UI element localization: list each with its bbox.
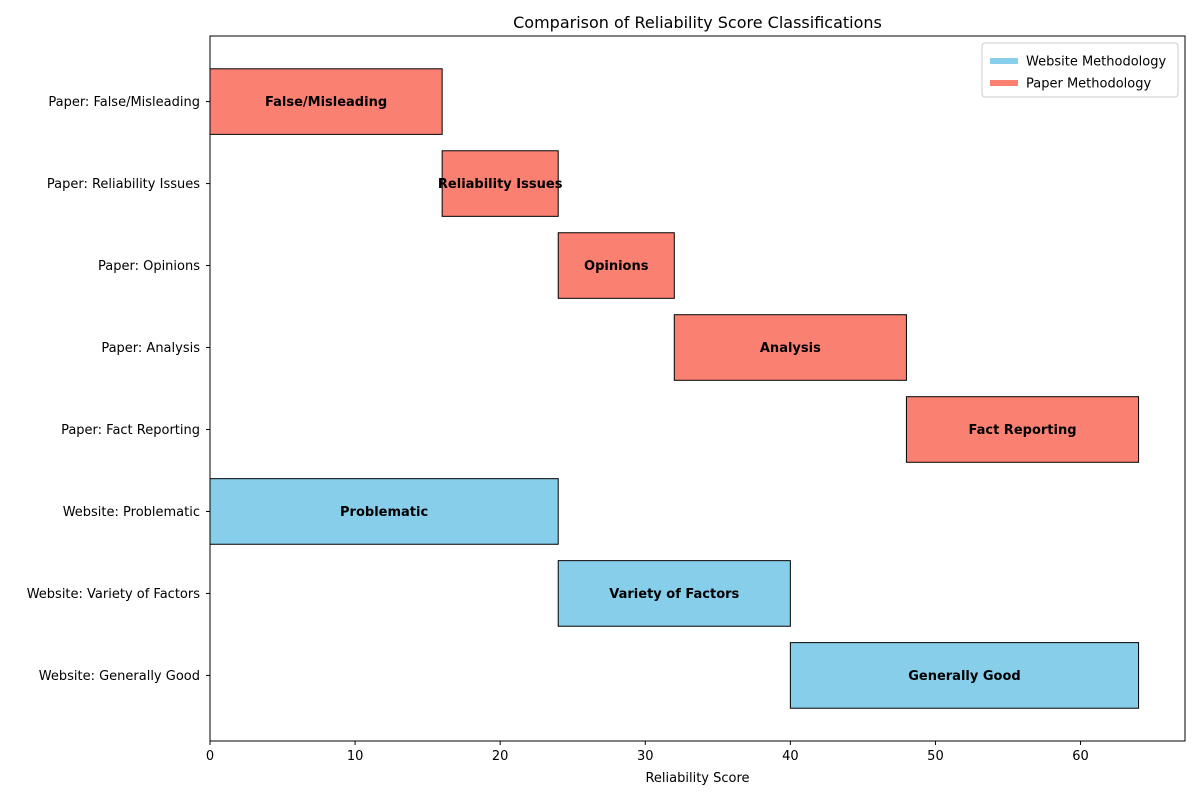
bar-label-analysis: Analysis (760, 341, 821, 356)
bar-label-problematic: Problematic (340, 505, 428, 520)
x-tick-label: 0 (206, 749, 214, 764)
x-tick-label: 10 (347, 749, 364, 764)
chart-title: Comparison of Reliability Score Classifi… (513, 13, 882, 32)
y-tick-label: Website: Generally Good (39, 669, 200, 684)
bar-variety-of-factors (557, 560, 791, 627)
x-axis-label: Reliability Score (645, 771, 749, 786)
axes-layer: Website: Generally Good Website: Variety … (27, 35, 1186, 764)
bar-label-reliability-issues: Reliability Issues (438, 177, 563, 192)
bar-label-variety-of-factors: Variety of Factors (609, 587, 739, 602)
y-tick-label: Website: Variety of Factors (27, 587, 201, 602)
legend-box (981, 42, 1179, 98)
x-tick-label: 40 (782, 749, 799, 764)
bar-opinions (557, 232, 675, 299)
legend-label-paper-methodology: Paper Methodology (1026, 77, 1151, 92)
bar-false-misleading (209, 68, 443, 135)
legend-label-website-methodology: Website Methodology (1026, 55, 1166, 70)
bar-fact-reporting (905, 396, 1140, 463)
x-tick-label: 60 (1072, 749, 1089, 764)
bars-layer: Generally Good Variety of Factors Problema… (209, 68, 1140, 709)
bar-problematic (209, 478, 559, 545)
y-tick-label: Paper: Reliability Issues (47, 177, 200, 192)
bar-label-generally-good: Generally Good (908, 669, 1021, 684)
x-tick-label: 30 (637, 749, 654, 764)
y-tick-label: Paper: Fact Reporting (61, 423, 200, 438)
bar-label-false-misleading: False/Misleading (265, 95, 387, 110)
y-tick-label: Paper: Opinions (98, 259, 200, 274)
y-tick-label: Website: Problematic (63, 505, 200, 520)
bar-label-opinions: Opinions (584, 259, 649, 274)
x-tick-label: 20 (492, 749, 509, 764)
bar-generally-good (789, 642, 1140, 709)
bar-label-fact-reporting: Fact Reporting (968, 423, 1076, 438)
bar-analysis (673, 314, 907, 381)
bar-reliability-issues (441, 150, 559, 217)
x-tick-label: 50 (927, 749, 944, 764)
y-tick-label: Paper: False/Misleading (48, 95, 200, 110)
legend: Website Methodology Paper Methodology (981, 42, 1179, 98)
y-tick-label: Paper: Analysis (101, 341, 200, 356)
plot-frame (209, 35, 1186, 742)
